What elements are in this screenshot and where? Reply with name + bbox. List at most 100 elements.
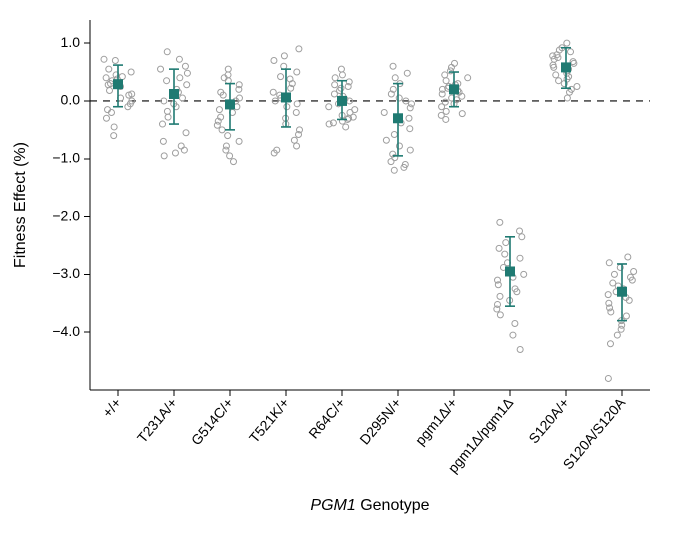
data-point — [101, 56, 107, 62]
data-point — [618, 326, 624, 332]
data-point — [103, 115, 109, 121]
data-point — [404, 70, 410, 76]
data-point — [103, 75, 109, 81]
data-point — [391, 131, 397, 137]
data-point — [448, 68, 454, 74]
data-point — [338, 66, 344, 72]
data-point — [442, 72, 448, 78]
data-point — [496, 245, 502, 251]
data-point — [607, 341, 613, 347]
x-tick-label: D295N/+ — [356, 395, 404, 448]
data-point — [568, 49, 574, 55]
data-point — [574, 83, 580, 89]
data-point — [392, 75, 398, 81]
data-point — [605, 292, 611, 298]
fitness-effect-chart: −4.0−3.0−2.0−1.00.01.0+/+T231A/+G514C/+T… — [0, 0, 676, 536]
data-point — [111, 124, 117, 130]
data-point — [512, 321, 518, 327]
data-point — [294, 69, 300, 75]
data-point — [497, 312, 503, 318]
data-point — [407, 105, 413, 111]
data-point — [517, 347, 523, 353]
data-point — [331, 91, 337, 97]
data-point — [164, 49, 170, 55]
data-point — [230, 159, 236, 165]
data-point — [452, 60, 458, 66]
data-point — [216, 107, 222, 113]
data-point — [608, 309, 614, 315]
data-point — [107, 88, 113, 94]
data-point — [227, 153, 233, 159]
data-point — [178, 143, 184, 149]
data-point — [465, 75, 471, 81]
data-point — [521, 271, 527, 277]
data-point — [614, 332, 620, 338]
data-point — [184, 82, 190, 88]
mean-marker — [225, 99, 235, 109]
data-point — [181, 147, 187, 153]
x-tick-label: T521K/+ — [246, 395, 293, 446]
data-point — [172, 150, 178, 156]
mean-marker — [449, 84, 459, 94]
data-point — [296, 46, 302, 52]
data-point — [623, 313, 629, 319]
x-tick-label: pgm1Δ/+ — [412, 395, 461, 449]
data-point — [497, 293, 503, 299]
data-point — [605, 375, 611, 381]
x-tick-label: +/+ — [99, 395, 124, 421]
y-tick-label: −2.0 — [52, 207, 80, 223]
data-point — [182, 63, 188, 69]
x-axis-label-italic: PGM1 — [310, 497, 355, 514]
data-point — [161, 153, 167, 159]
scatter-layer — [101, 40, 637, 381]
data-point — [625, 254, 631, 260]
data-point — [391, 167, 397, 173]
data-point — [271, 57, 277, 63]
data-point — [556, 78, 562, 84]
data-point — [564, 95, 570, 101]
data-point — [564, 40, 570, 46]
data-point — [270, 89, 276, 95]
data-point — [223, 147, 229, 153]
data-point — [164, 78, 170, 84]
data-point — [553, 72, 559, 78]
data-point — [551, 56, 557, 62]
data-point — [165, 114, 171, 120]
data-point — [388, 159, 394, 165]
stats-layer — [113, 48, 627, 321]
x-axis-label: PGM1 Genotype — [310, 497, 429, 514]
data-point — [225, 133, 231, 139]
data-point — [177, 75, 183, 81]
data-point — [503, 240, 509, 246]
x-tick-label: T231A/+ — [134, 395, 181, 446]
data-point — [443, 116, 449, 122]
data-point — [443, 78, 449, 84]
data-point — [390, 63, 396, 69]
data-point — [407, 147, 413, 153]
data-point — [214, 122, 220, 128]
mean-marker — [393, 113, 403, 123]
y-axis-label: Fitness Effect (%) — [12, 142, 29, 268]
mean-marker — [169, 89, 179, 99]
data-point — [383, 137, 389, 143]
data-point — [459, 111, 465, 117]
data-point — [179, 95, 185, 101]
data-point — [184, 70, 190, 76]
data-point — [332, 82, 338, 88]
mean-marker — [617, 287, 627, 297]
data-point — [236, 138, 242, 144]
data-point — [497, 219, 503, 225]
x-tick-label: G514C/+ — [188, 395, 237, 449]
data-point — [339, 72, 345, 78]
mean-marker — [561, 62, 571, 72]
chart-container: { "chart": { "type": "scatter-with-error… — [0, 0, 676, 536]
data-point — [407, 126, 413, 132]
data-point — [278, 74, 284, 80]
mean-marker — [113, 79, 123, 89]
data-point — [225, 66, 231, 72]
x-tick-label: S120A/+ — [525, 395, 572, 447]
data-point — [111, 133, 117, 139]
data-point — [160, 121, 166, 127]
mean-marker — [337, 96, 347, 106]
data-point — [294, 143, 300, 149]
